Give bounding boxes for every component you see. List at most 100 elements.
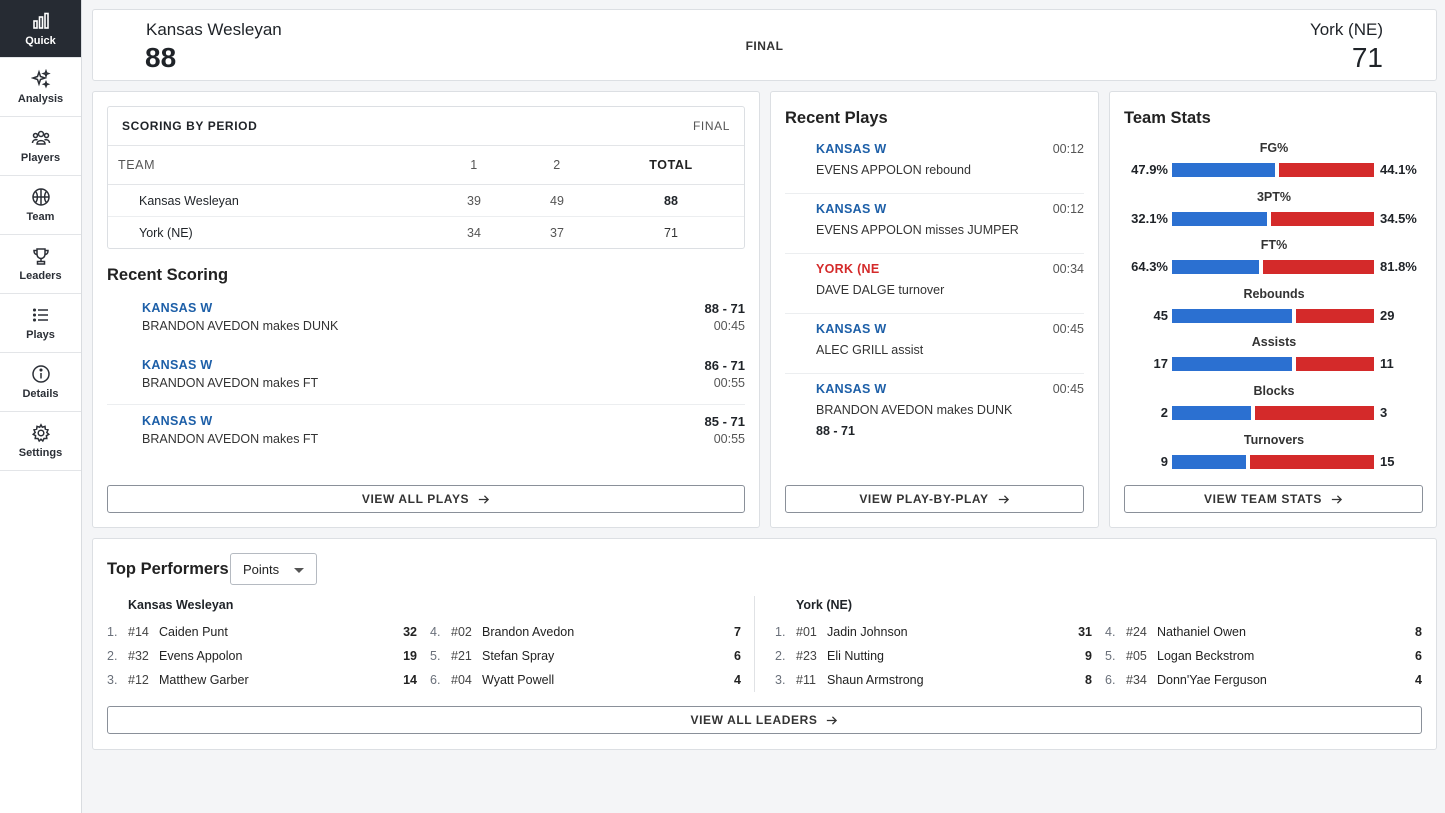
stat-category-select[interactable]: Points [230, 553, 317, 585]
stat-row: FT% 64.3% 81.8% [1124, 238, 1424, 286]
list-item[interactable]: KANSAS W BRANDON AVEDON makes FT 86 - 71… [107, 349, 745, 405]
home-bar [1172, 260, 1260, 275]
sidebar-nav: Quick Analysis Players Team Leaders Play… [0, 0, 82, 813]
view-all-plays-button[interactable]: VIEW ALL PLAYS [107, 485, 745, 513]
scoring-score: 85 - 71 [704, 414, 745, 429]
nav-item-team[interactable]: Team [0, 176, 81, 235]
performer-points: 14 [403, 673, 417, 687]
performer-number: #05 [1126, 649, 1147, 663]
list-item[interactable]: KANSAS W BRANDON AVEDON makes FT 85 - 71… [107, 405, 745, 461]
nav-item-analysis[interactable]: Analysis [0, 58, 81, 117]
nav-label: Analysis [17, 93, 64, 105]
period-table-status: FINAL [692, 119, 730, 133]
stat-label: Rebounds [1243, 286, 1305, 301]
arrow-right-icon [1331, 494, 1342, 504]
list-item[interactable]: YORK (NE DAVE DALGE turnover 00:34 [785, 254, 1084, 314]
performer-points: 8 [1415, 625, 1422, 639]
home-bar [1172, 454, 1247, 469]
info-icon [31, 365, 50, 383]
column-header-period-1: 1 [470, 158, 478, 172]
list-item[interactable]: KANSAS W ALEC GRILL assist 00:45 [785, 314, 1084, 374]
play-description: ALEC GRILL assist [816, 343, 924, 357]
stat-bar [1172, 308, 1374, 323]
performer-row[interactable]: 4. #24 Nathaniel Owen 8 [1105, 625, 1422, 643]
performer-number: #04 [451, 673, 472, 687]
stat-bar [1172, 211, 1374, 226]
nav-item-quick[interactable]: Quick [0, 0, 81, 58]
performer-rank: 4. [1105, 625, 1116, 639]
scoring-description: BRANDON AVEDON makes FT [142, 376, 319, 390]
stat-label: FT% [1260, 238, 1288, 253]
performer-points: 4 [734, 673, 741, 687]
scoring-description: BRANDON AVEDON makes DUNK [142, 319, 339, 333]
play-description: DAVE DALGE turnover [816, 283, 945, 297]
performer-row[interactable]: 5. #21 Stefan Spray 6 [430, 649, 741, 667]
recent-plays-title: Recent Plays [785, 109, 888, 127]
table-row: York (NE) 34 37 71 [108, 217, 744, 249]
stat-away-value: 44.1% [1380, 162, 1417, 177]
arrow-right-icon [827, 715, 838, 725]
nav-label: Settings [18, 447, 63, 459]
list-item[interactable]: KANSAS W BRANDON AVEDON makes DUNK 00:45… [785, 374, 1084, 454]
select-value: Points [243, 562, 280, 577]
button-label: VIEW ALL PLAYS [361, 492, 470, 506]
top-performers-title: Top Performers [107, 560, 229, 578]
performer-row[interactable]: 3. #11 Shaun Armstrong 8 [775, 673, 1092, 691]
performer-rank: 1. [775, 625, 786, 639]
column-divider [754, 596, 755, 692]
stat-away-value: 29 [1380, 307, 1395, 323]
performer-row[interactable]: 1. #01 Jadin Johnson 31 [775, 625, 1092, 643]
performer-rank: 5. [1105, 649, 1116, 663]
nav-item-leaders[interactable]: Leaders [0, 235, 81, 294]
play-time: 00:12 [1052, 202, 1084, 216]
performer-points: 6 [734, 649, 741, 663]
performer-number: #02 [451, 625, 472, 639]
view-team-stats-button[interactable]: VIEW TEAM STATS [1124, 485, 1423, 513]
stat-bar [1172, 406, 1374, 420]
list-icon [32, 308, 48, 322]
stat-row: FG% 47.9% 44.1% [1124, 141, 1424, 189]
play-team: KANSAS W [816, 202, 887, 216]
performer-row[interactable]: 4. #02 Brandon Avedon 7 [430, 625, 741, 643]
nav-item-settings[interactable]: Settings [0, 412, 81, 471]
performer-row[interactable]: 2. #23 Eli Nutting 9 [775, 649, 1092, 667]
performer-number: #12 [128, 673, 149, 687]
list-item[interactable]: KANSAS W EVENS APPOLON misses JUMPER 00:… [785, 194, 1084, 254]
basketball-icon [31, 188, 50, 206]
play-time: 00:34 [1052, 262, 1084, 276]
performer-name: Matthew Garber [159, 673, 249, 687]
home-team-score: 88 [145, 42, 177, 73]
away-bar [1279, 163, 1374, 177]
performer-row[interactable]: 5. #05 Logan Beckstrom 6 [1105, 649, 1422, 667]
chart-bars-icon [32, 12, 49, 29]
scoring-time: 00:55 [713, 376, 745, 390]
stat-home-value: 9 [1160, 453, 1168, 469]
stat-home-value: 47.9% [1131, 162, 1168, 177]
view-all-leaders-button[interactable]: VIEW ALL LEADERS [107, 706, 1422, 734]
column-header-total: TOTAL [649, 158, 693, 172]
performer-row[interactable]: 6. #04 Wyatt Powell 4 [430, 673, 741, 691]
view-play-by-play-button[interactable]: VIEW PLAY-BY-PLAY [785, 485, 1084, 513]
performer-row[interactable]: 1. #14 Caiden Punt 32 [107, 625, 417, 643]
button-label: VIEW ALL LEADERS [690, 713, 818, 727]
nav-item-plays[interactable]: Plays [0, 294, 81, 353]
performer-row[interactable]: 6. #34 Donn'Yae Ferguson 4 [1105, 673, 1422, 691]
performer-row[interactable]: 3. #12 Matthew Garber 14 [107, 673, 417, 691]
play-score: 88 - 71 [816, 424, 855, 438]
stat-away-value: 34.5% [1380, 210, 1417, 226]
performer-points: 31 [1078, 625, 1092, 639]
people-icon [31, 130, 50, 145]
stat-home-value: 45 [1153, 307, 1168, 323]
stat-label: 3PT% [1256, 189, 1292, 204]
home-bar [1172, 406, 1252, 420]
performer-number: #23 [796, 649, 817, 663]
play-description: EVENS APPOLON rebound [816, 163, 971, 177]
performer-rank: 2. [107, 649, 118, 663]
list-item[interactable]: KANSAS W BRANDON AVEDON makes DUNK 88 - … [107, 292, 745, 348]
list-item[interactable]: KANSAS W EVENS APPOLON rebound 00:12 [785, 134, 1084, 194]
row-total: 88 [664, 193, 678, 208]
nav-item-details[interactable]: Details [0, 353, 81, 412]
nav-item-players[interactable]: Players [0, 117, 81, 176]
play-description: EVENS APPOLON misses JUMPER [816, 223, 1019, 237]
performer-row[interactable]: 2. #32 Evens Appolon 19 [107, 649, 417, 667]
